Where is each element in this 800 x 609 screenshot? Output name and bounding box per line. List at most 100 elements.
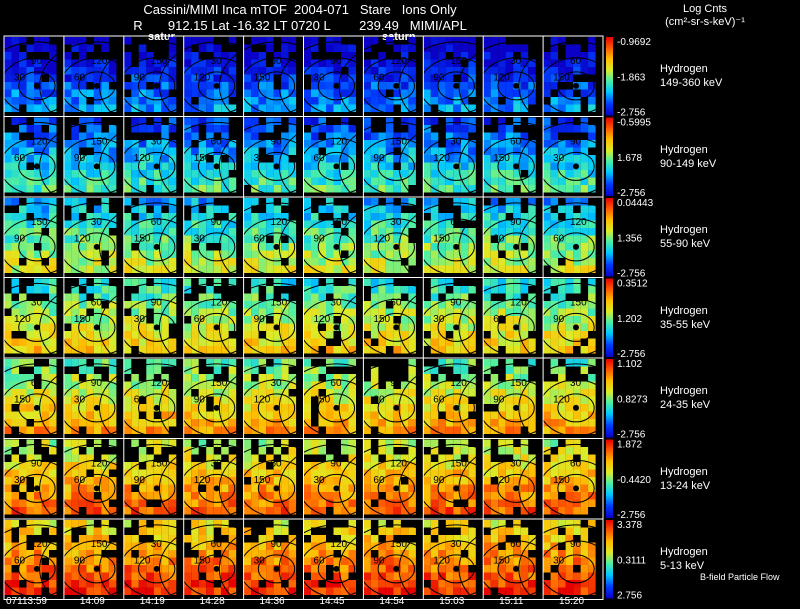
heatmap-cell (460, 104, 469, 112)
heatmap-cell (78, 477, 87, 485)
heatmap-cell (168, 265, 177, 273)
heatmap-cell (123, 542, 132, 550)
heatmap-cell (543, 52, 551, 60)
heatmap-cell (400, 557, 409, 565)
heatmap-cell (206, 411, 214, 419)
heatmap-cell (311, 213, 319, 221)
heatmap-cell (370, 82, 379, 90)
heatmap-cell (93, 278, 102, 286)
heatmap-cell (468, 205, 476, 213)
heatmap-cell (78, 170, 87, 178)
heatmap-cell (153, 527, 162, 535)
heatmap-cell (303, 580, 311, 588)
units-label: Log Cnts (682, 3, 728, 15)
heatmap-cell (430, 67, 439, 75)
heatmap-cell (318, 331, 326, 339)
heatmap-cell (11, 469, 19, 477)
heatmap-cell (71, 469, 79, 477)
heatmap-cell (168, 147, 177, 155)
heatmap-cell (206, 67, 214, 75)
heatmap-cell (258, 462, 267, 470)
heatmap-cell (168, 359, 177, 367)
heatmap-cell (288, 220, 297, 228)
heatmap-cell (4, 359, 12, 367)
heatmap-cell (558, 323, 566, 331)
heatmap-cell (138, 235, 147, 243)
heatmap-cell (63, 426, 72, 434)
heatmap-cell (580, 265, 589, 273)
heatmap-cell (243, 59, 252, 67)
heatmap-cell (93, 527, 102, 535)
heatmap-cell (490, 44, 499, 52)
heatmap-cell (41, 140, 49, 148)
heatmap-cell (138, 419, 147, 427)
saturn-marker (333, 163, 340, 170)
heatmap-cell (430, 170, 439, 178)
heatmap-cell (520, 477, 529, 485)
heatmap-cell (183, 301, 192, 309)
heatmap-cell (11, 278, 19, 286)
heatmap-cell (206, 293, 214, 301)
heatmap-cell (408, 258, 416, 266)
contour-line (557, 312, 595, 342)
heatmap-cell (311, 89, 319, 97)
heatmap-cell (266, 565, 274, 573)
heatmap-cell (281, 396, 289, 404)
heatmap-cell (161, 331, 169, 339)
heatmap-cell (41, 185, 49, 193)
heatmap-cell (460, 258, 469, 266)
heatmap-cell (258, 411, 267, 419)
heatmap-cell (228, 535, 237, 543)
heatmap-cell (108, 132, 117, 140)
heatmap-cell (41, 44, 49, 52)
heatmap-cell (318, 220, 326, 228)
heatmap-cell (26, 316, 34, 324)
heatmap-cell (78, 587, 87, 595)
heatmap-cell (558, 59, 566, 67)
heatmap-cell (183, 565, 192, 573)
heatmap-cell (558, 170, 566, 178)
heatmap-cell (198, 250, 207, 258)
heatmap-cell (588, 59, 596, 67)
heatmap-cell (78, 44, 87, 52)
heatmap-cell (19, 185, 27, 193)
contour-label: 120 (433, 555, 450, 566)
heatmap-cell (588, 499, 596, 507)
heatmap-cell (393, 132, 401, 140)
heatmap-cell (326, 331, 334, 339)
colorbar-min-label: 2.756 (617, 591, 642, 602)
heatmap-cell (198, 404, 207, 412)
panel-1: 3090601209015012030150603090601209015012… (0, 35, 651, 131)
heatmap-cell (430, 366, 439, 374)
heatmap-cell (303, 89, 311, 97)
heatmap-cell (123, 170, 132, 178)
heatmap-cell (281, 492, 289, 500)
heatmap-cell (161, 411, 169, 419)
saturn-marker (573, 243, 579, 250)
heatmap-cell (198, 117, 207, 125)
heatmap-cell (400, 265, 409, 273)
heatmap-cell (153, 389, 162, 397)
heatmap-cell (513, 396, 521, 404)
heatmap-cell (505, 59, 514, 67)
heatmap-cell (453, 411, 461, 419)
heatmap-cell (206, 162, 214, 170)
heatmap-cell (311, 228, 319, 236)
heatmap-cell (78, 535, 87, 543)
heatmap-cell (565, 104, 574, 112)
heatmap-cell (108, 507, 117, 515)
heatmap-cell (333, 587, 341, 595)
contour-label: 60 (314, 555, 326, 566)
heatmap-cell (93, 542, 102, 550)
x-tick-label: 14:28 (199, 596, 225, 607)
heatmap-cell (453, 535, 461, 543)
contour-label: 120 (134, 153, 151, 164)
heatmap-cell (326, 374, 334, 382)
saturn-marker (513, 404, 520, 411)
heatmap-cell (378, 396, 386, 404)
heatmap-cell (108, 587, 117, 595)
heatmap-cell (153, 587, 162, 595)
heatmap-cell (423, 59, 431, 67)
heatmap-cell (153, 278, 162, 286)
heatmap-cell (378, 346, 386, 354)
